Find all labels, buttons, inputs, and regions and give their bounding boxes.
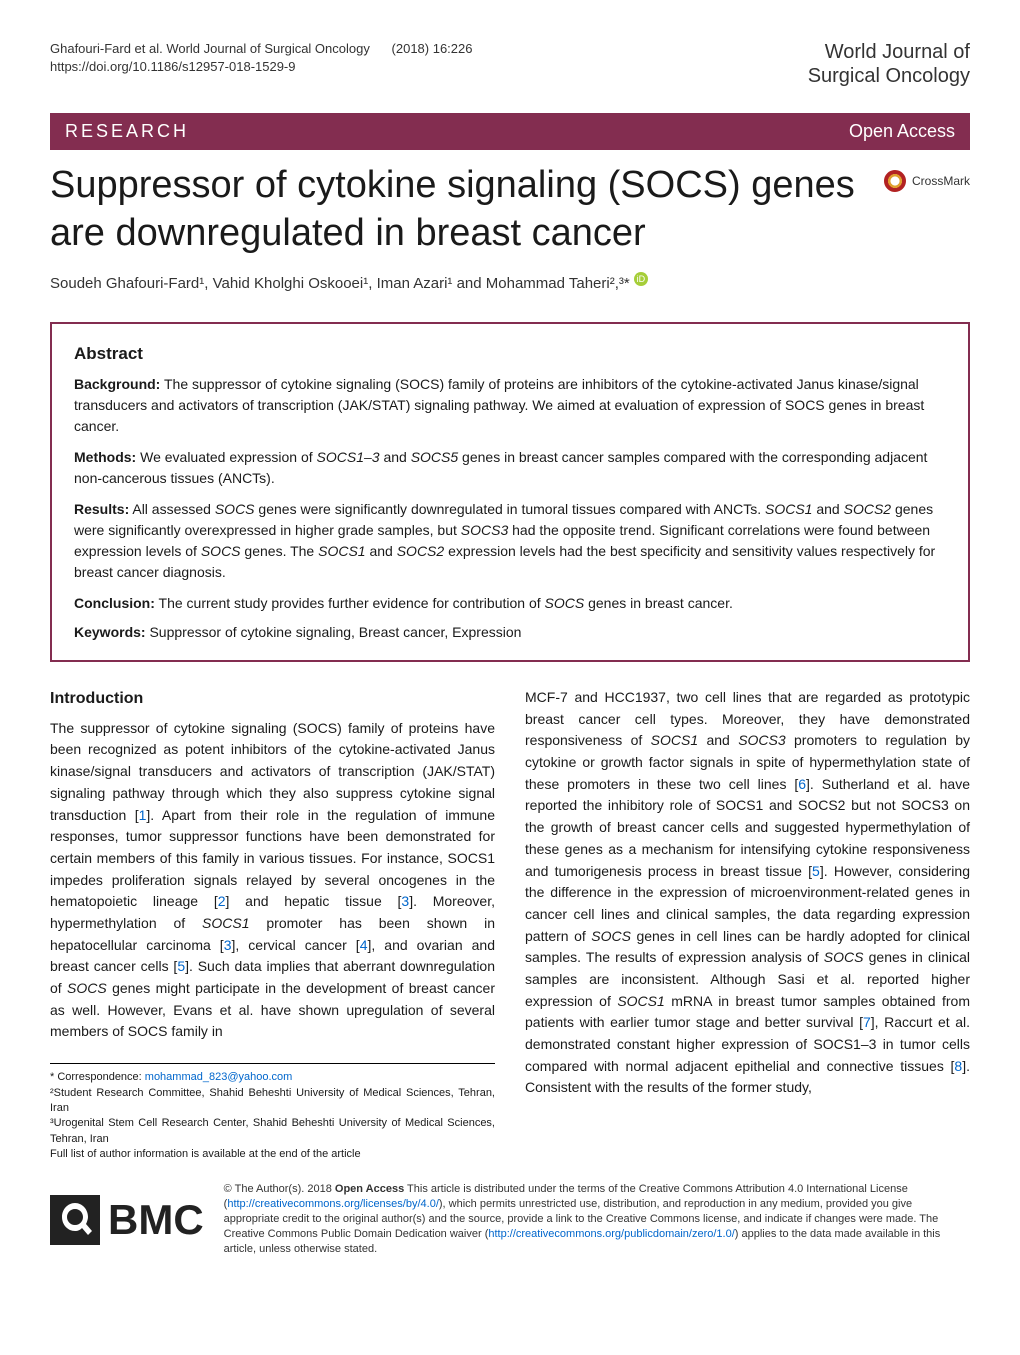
- ref-link[interactable]: 5: [812, 863, 820, 879]
- keywords-text: Suppressor of cytokine signaling, Breast…: [149, 624, 521, 640]
- citation-block: Ghafouri-Fard et al. World Journal of Su…: [50, 40, 472, 76]
- abstract-box: Abstract Background: The suppressor of c…: [50, 322, 970, 662]
- doi-text: https://doi.org/10.1186/s12957-018-1529-…: [50, 59, 296, 74]
- background-label: Background:: [74, 376, 160, 392]
- keywords-label: Keywords:: [74, 624, 146, 640]
- article-title: Suppressor of cytokine signaling (SOCS) …: [50, 162, 864, 257]
- cc-waiver-link[interactable]: http://creativecommons.org/publicdomain/…: [488, 1228, 734, 1240]
- abstract-background: Background: The suppressor of cytokine s…: [74, 374, 946, 437]
- authors-text: Soudeh Ghafouri-Fard¹, Vahid Kholghi Osk…: [50, 275, 630, 292]
- correspondence-label: * Correspondence:: [50, 1071, 145, 1083]
- page-header: Ghafouri-Fard et al. World Journal of Su…: [50, 40, 970, 88]
- open-access-label: Open Access: [849, 121, 955, 142]
- article-type-label: RESEARCH: [65, 121, 189, 142]
- orcid-icon[interactable]: iD: [634, 272, 648, 286]
- abstract-results: Results: All assessed SOCS genes were si…: [74, 499, 946, 583]
- abstract-heading: Abstract: [74, 344, 946, 364]
- intro-paragraph-left: The suppressor of cytokine signaling (SO…: [50, 718, 495, 1043]
- background-text: The suppressor of cytokine signaling (SO…: [74, 376, 924, 434]
- ref-link[interactable]: 7: [863, 1014, 871, 1030]
- correspondence-footer: * Correspondence: mohammad_823@yahoo.com…: [50, 1063, 495, 1162]
- results-label: Results:: [74, 501, 129, 517]
- crossmark-badge[interactable]: CrossMark: [884, 170, 970, 192]
- ref-link[interactable]: 6: [798, 776, 806, 792]
- journal-title: World Journal of Surgical Oncology: [808, 40, 970, 88]
- affiliation-2: ²Student Research Committee, Shahid Behe…: [50, 1087, 495, 1114]
- correspondence-email[interactable]: mohammad_823@yahoo.com: [145, 1071, 293, 1083]
- affiliation-3: ³Urogenital Stem Cell Research Center, S…: [50, 1117, 495, 1144]
- intro-paragraph-right: MCF-7 and HCC1937, two cell lines that a…: [525, 687, 970, 1099]
- crossmark-label: CrossMark: [912, 174, 970, 188]
- methods-label: Methods:: [74, 449, 136, 465]
- abstract-conclusion: Conclusion: The current study provides f…: [74, 593, 946, 614]
- bmc-logo: BMC: [50, 1195, 204, 1245]
- left-column: Introduction The suppressor of cytokine …: [50, 687, 495, 1162]
- journal-line1: World Journal of: [825, 41, 970, 63]
- ref-link[interactable]: 2: [218, 893, 226, 909]
- journal-line2: Surgical Oncology: [808, 65, 970, 87]
- conclusion-label: Conclusion:: [74, 595, 155, 611]
- year-issue: (2018) 16:226: [392, 41, 473, 56]
- right-column: MCF-7 and HCC1937, two cell lines that a…: [525, 687, 970, 1162]
- author-list: Soudeh Ghafouri-Fard¹, Vahid Kholghi Osk…: [50, 272, 970, 292]
- crossmark-icon: [884, 170, 906, 192]
- bmc-text: BMC: [108, 1196, 204, 1244]
- license-text: © The Author(s). 2018 Open Access This a…: [224, 1182, 970, 1256]
- body-columns: Introduction The suppressor of cytokine …: [50, 687, 970, 1162]
- citation-text: Ghafouri-Fard et al. World Journal of Su…: [50, 41, 370, 56]
- introduction-heading: Introduction: [50, 687, 495, 712]
- ref-link[interactable]: 4: [360, 937, 368, 953]
- ref-link[interactable]: 5: [177, 958, 185, 974]
- research-bar: RESEARCH Open Access: [50, 113, 970, 150]
- cc-license-link[interactable]: http://creativecommons.org/licenses/by/4…: [227, 1198, 439, 1210]
- abstract-keywords: Keywords: Suppressor of cytokine signali…: [74, 624, 946, 640]
- bmc-icon: [50, 1195, 100, 1245]
- abstract-methods: Methods: We evaluated expression of SOCS…: [74, 447, 946, 489]
- full-author-list-note: Full list of author information is avail…: [50, 1148, 361, 1160]
- bmc-license-row: BMC © The Author(s). 2018 Open Access Th…: [50, 1182, 970, 1256]
